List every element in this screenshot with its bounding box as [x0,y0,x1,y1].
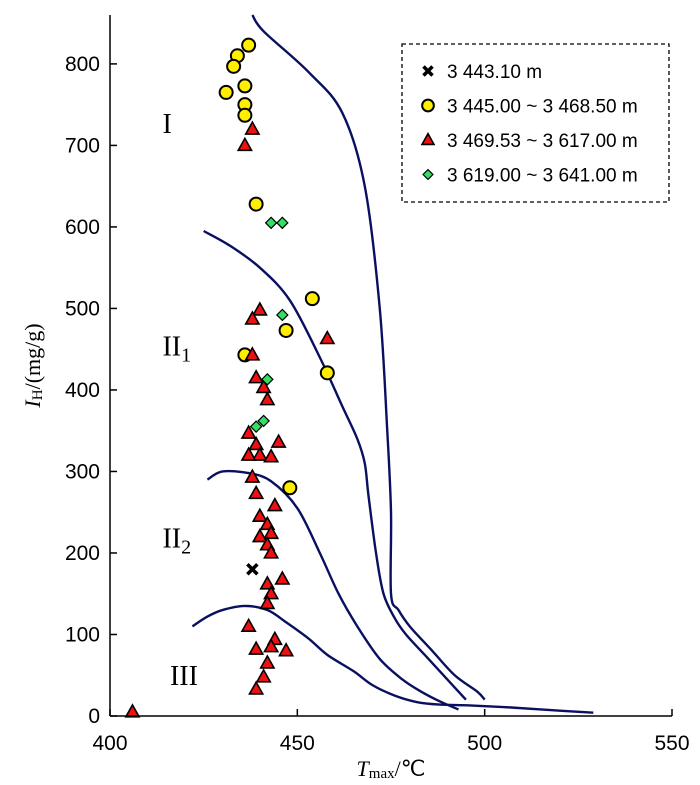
y-tick-label: 500 [65,297,100,320]
data-point-triangle [259,594,276,610]
data-point-circle [218,84,234,100]
y-tick-label: 600 [65,216,100,239]
ticks: 400 450 500 550 0 100 200 300 400 500 600 700 800 [65,53,690,755]
data-point-circle [319,365,335,381]
data-point-triangle [274,570,291,585]
data-point-triangle [240,446,257,461]
legend-label: 3 619.00 ~ 3 641.00 m [447,166,638,187]
data-point-triangle [248,435,265,451]
data-point-circle [282,480,298,496]
boundary-curve [251,14,486,701]
y-tick-label: 700 [65,134,100,157]
data-point-triangle [244,120,261,135]
data-point-triangle [248,680,265,695]
data-point-diamond [275,308,289,322]
y-tick-label: 400 [65,379,100,402]
legend-label: 3 445.00 ~ 3 468.50 m [447,97,638,118]
data-point-triangle [263,524,280,540]
legend: 3 443.10 m 3 445.00 ~ 3 468.50 m 3 469.53 … [401,43,670,203]
axes [109,15,672,717]
legend-box [401,43,670,203]
y-tick-label: 800 [65,53,100,76]
legend-label: 3 443.10 m [447,62,542,83]
boundary-curve [203,229,467,701]
data-point-diamond [249,420,263,433]
cross-stroke [246,563,259,576]
data-point-triangle [244,346,261,361]
data-point-triangle [240,617,257,633]
data-point-triangle [255,378,272,394]
data-point-triangle [259,654,276,669]
data-point-triangle [248,484,265,500]
y-tick-label: 200 [65,542,100,565]
data-point-circle [248,196,264,212]
region-label: II1 [162,332,191,367]
data-point-triangle [244,310,261,325]
data-point-triangle [270,433,287,448]
data-point-triangle [259,391,276,406]
data-point-triangle [263,638,280,653]
data-point-circle [237,78,253,94]
y-tick-label: 300 [65,460,100,483]
data-point-triangle [251,507,268,522]
legend-marker-diamond [422,168,434,181]
y-axis-title: IH/(mg/g) [20,323,46,408]
region-label: III [170,661,198,692]
data-point-triangle [266,497,283,512]
data-point-triangle [263,448,280,463]
data-point-triangle [251,446,268,461]
data-point-triangle [248,369,265,384]
data-point-triangle [251,301,268,316]
region-label: I [162,109,171,140]
data-point-triangle [263,544,280,559]
data-point-diamond [275,216,289,230]
y-tick-label: 100 [65,623,100,646]
data-point-circle [226,58,242,74]
data-point-triangle [255,668,272,683]
data-point-circle [304,291,320,307]
data-point-diamond [264,216,278,230]
data-point-diamond [261,373,274,386]
data-point-circle [241,37,257,53]
cross-stroke [422,65,434,77]
x-tick-label: 450 [280,732,315,755]
x-tick-label: 500 [467,732,502,755]
data-point-cross [246,563,259,576]
x-tick-label: 550 [654,732,689,755]
y-tick-label: 0 [88,705,100,728]
data-point-triangle [244,468,261,483]
boundary-curve [206,469,459,711]
legend-marker-circle [421,98,435,113]
boundary-curve [191,604,594,714]
data-point-triangle [319,329,336,345]
data-point-diamond [257,414,270,428]
region-label: II2 [162,523,191,558]
data-point-triangle [236,136,253,152]
boundary-curves [191,14,594,714]
legend-marker-triangle [420,132,436,146]
data-point-triangle [124,703,141,718]
legend-marker-cross [422,65,434,77]
data-point-triangle [278,642,295,657]
x-tick-label: 400 [92,732,127,755]
data-point-triangle [248,640,265,655]
data-point-circle [278,322,294,338]
data-point-circle [237,107,253,123]
region-labels: I II1 II2 III [162,109,197,692]
x-axis-title: Tmax/℃ [357,756,426,782]
legend-label: 3 469.53 ~ 3 617.00 m [447,131,638,152]
data-point-triangle [251,528,268,543]
data-point-triangle [240,424,257,439]
data-points [124,37,336,718]
